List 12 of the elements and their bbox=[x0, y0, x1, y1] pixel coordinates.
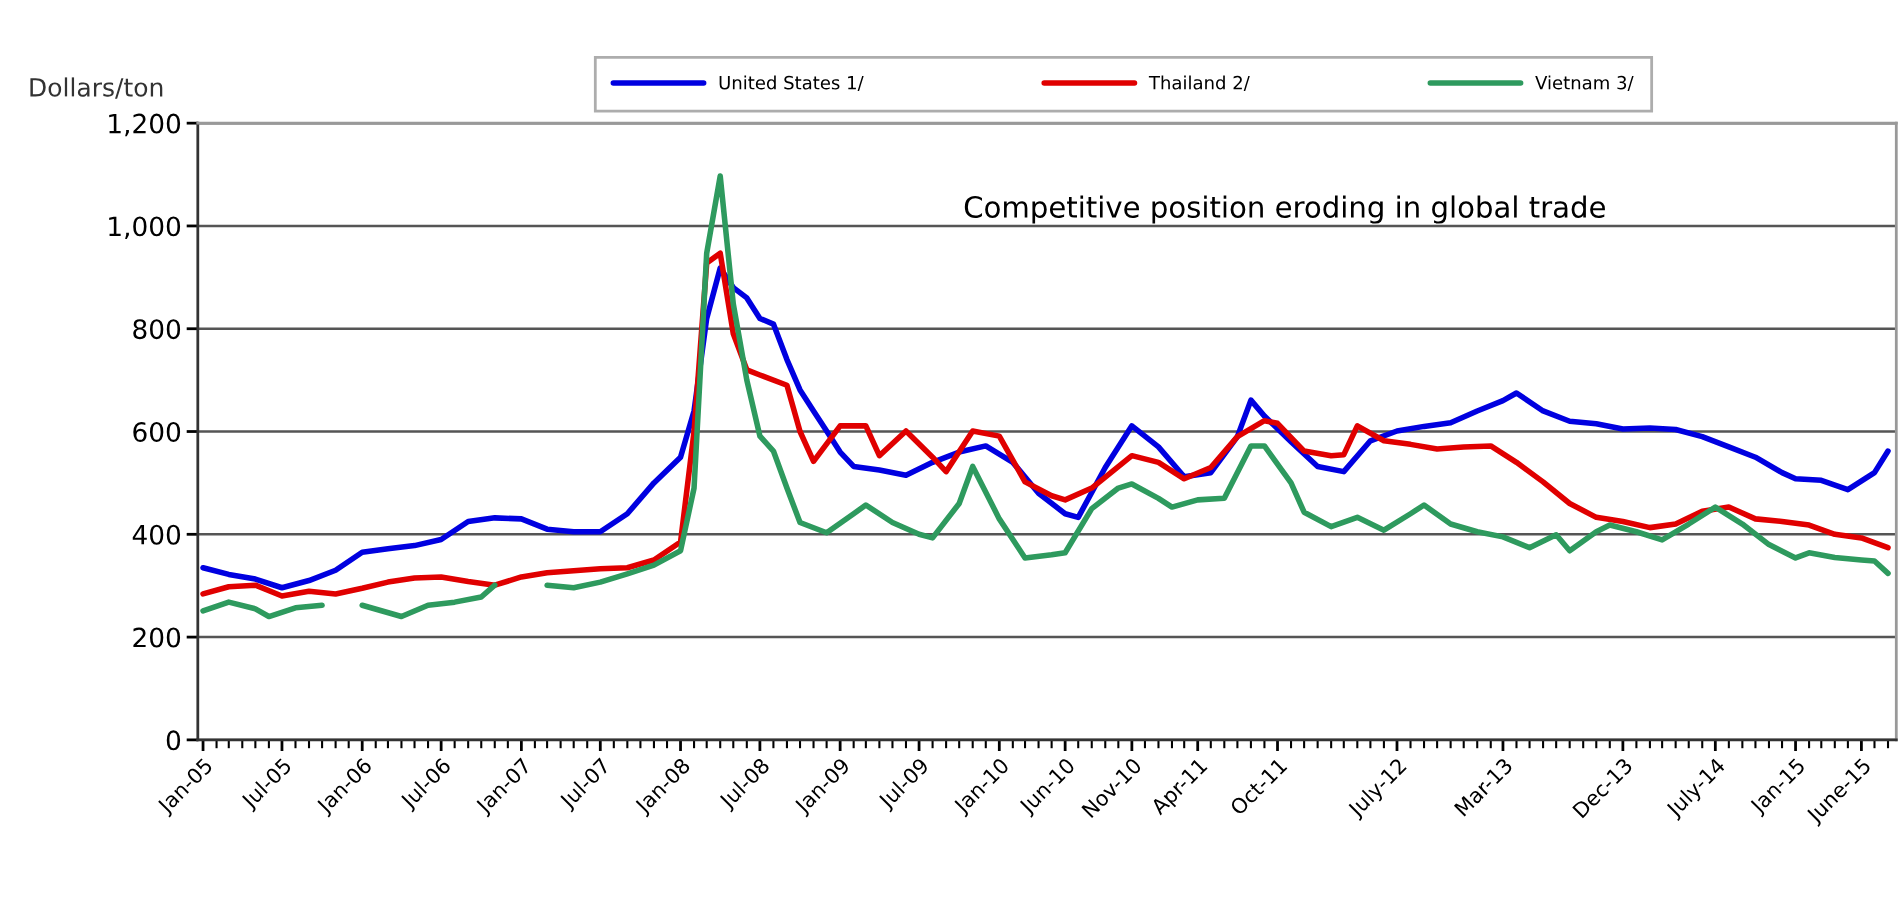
y-tick-label: 200 bbox=[133, 627, 181, 648]
annotation: Competitive position eroding in global trade bbox=[964, 195, 1605, 224]
legend-label: United States 1/ bbox=[719, 75, 864, 91]
y-tick-label: 400 bbox=[132, 524, 181, 545]
y-tick-label: 1,200 bbox=[109, 113, 181, 137]
legend-label: Thailand 2/ bbox=[1148, 75, 1250, 91]
y-tick-label: 800 bbox=[133, 319, 181, 340]
y-tick-label: 600 bbox=[133, 421, 181, 442]
y-axis-title: Dollars/ton bbox=[30, 77, 163, 99]
legend-label: Vietnam 3/ bbox=[1535, 75, 1634, 91]
y-tick-label: 0 bbox=[166, 730, 181, 751]
y-tick-label: 1,000 bbox=[109, 216, 181, 240]
